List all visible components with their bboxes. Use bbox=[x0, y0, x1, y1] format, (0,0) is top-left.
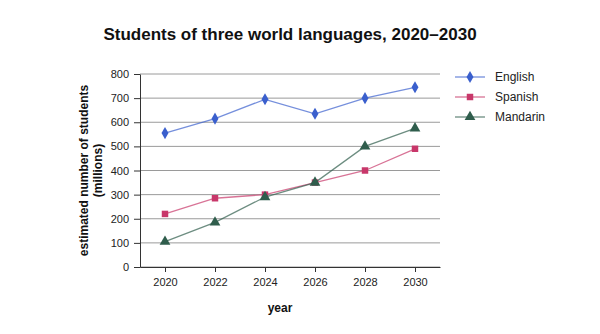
x-tick: 2030 bbox=[403, 267, 427, 288]
data-point bbox=[212, 195, 218, 201]
y-tick: 700 bbox=[111, 92, 140, 104]
x-tick-label: 2022 bbox=[203, 276, 227, 288]
y-tick-mark bbox=[134, 267, 140, 268]
y-tick-label: 600 bbox=[111, 116, 129, 128]
x-tick-label: 2024 bbox=[253, 276, 277, 288]
data-point bbox=[312, 108, 319, 120]
y-tick: 500 bbox=[111, 140, 140, 152]
data-point bbox=[210, 216, 221, 225]
legend-label: Spanish bbox=[495, 90, 538, 104]
x-tick-mark bbox=[265, 267, 266, 272]
data-point bbox=[160, 235, 171, 244]
y-tick-label: 400 bbox=[111, 165, 129, 177]
y-tick-label: 300 bbox=[111, 189, 129, 201]
y-tick: 600 bbox=[111, 116, 140, 128]
x-tick-label: 2028 bbox=[353, 276, 377, 288]
y-axis-title: estimated number of students(millions) bbox=[77, 84, 105, 256]
y-tick-label: 0 bbox=[123, 261, 129, 273]
grid bbox=[140, 74, 440, 267]
grid-line bbox=[140, 194, 440, 195]
y-tick-mark bbox=[134, 98, 140, 99]
y-tick: 800 bbox=[111, 68, 140, 80]
series-line bbox=[165, 149, 415, 214]
y-tick-label: 800 bbox=[111, 68, 129, 80]
y-tick-mark bbox=[134, 219, 140, 220]
x-tick: 2024 bbox=[253, 267, 277, 288]
y-tick-mark bbox=[134, 122, 140, 123]
chart-title: Students of three world languages, 2020–… bbox=[103, 25, 476, 44]
grid-line bbox=[140, 170, 440, 171]
x-axis: 2020 2022 2024 2026 2028 2030 bbox=[141, 267, 441, 288]
data-point bbox=[410, 122, 421, 131]
y-tick-mark bbox=[134, 74, 140, 75]
series-line bbox=[165, 87, 415, 133]
x-tick: 2026 bbox=[303, 267, 327, 288]
legend-item: Spanish bbox=[455, 90, 538, 104]
data-point bbox=[162, 127, 169, 139]
grid-line bbox=[140, 74, 440, 75]
y-tick: 200 bbox=[111, 213, 140, 225]
x-tick: 2022 bbox=[203, 267, 227, 288]
y-tick-label: 200 bbox=[111, 213, 129, 225]
legend-marker bbox=[467, 71, 474, 83]
grid-line bbox=[140, 122, 440, 123]
x-axis-line bbox=[141, 267, 441, 268]
data-point bbox=[362, 92, 369, 104]
x-tick-mark bbox=[165, 267, 166, 272]
grid-line bbox=[140, 218, 440, 219]
grid-line bbox=[140, 98, 440, 99]
plot-area: 2020 2022 2024 2026 2028 2030 0 100 200 300 400 500… bbox=[111, 68, 441, 288]
data-point bbox=[412, 146, 418, 152]
y-tick-label: 700 bbox=[111, 92, 129, 104]
y-tick-mark bbox=[134, 243, 140, 244]
data-point bbox=[412, 81, 419, 93]
x-tick-mark bbox=[315, 267, 316, 272]
x-tick-mark bbox=[365, 267, 366, 272]
x-tick-label: 2020 bbox=[153, 276, 177, 288]
grid-line bbox=[140, 242, 440, 243]
y-axis: 0 100 200 300 400 500 600 700 800 bbox=[111, 68, 141, 273]
chart: 2020 2022 2024 2026 2028 2030 0 100 200 300 400 500… bbox=[0, 0, 600, 334]
x-axis-title: year bbox=[268, 301, 293, 315]
data-point bbox=[212, 113, 219, 125]
data-layer bbox=[160, 81, 421, 245]
x-tick: 2028 bbox=[353, 267, 377, 288]
x-tick-mark bbox=[415, 267, 416, 272]
legend-label: Mandarin bbox=[495, 110, 545, 124]
x-tick-mark bbox=[215, 267, 216, 272]
grid-line bbox=[140, 146, 440, 147]
data-point bbox=[162, 211, 168, 217]
y-tick: 400 bbox=[111, 165, 140, 177]
data-point bbox=[362, 167, 368, 173]
y-tick: 0 bbox=[123, 261, 140, 273]
grid-line bbox=[140, 267, 440, 268]
y-axis-line bbox=[140, 75, 141, 268]
data-point bbox=[260, 191, 271, 200]
data-point bbox=[360, 140, 371, 149]
legend-item: Mandarin bbox=[455, 110, 545, 124]
y-tick-mark bbox=[134, 171, 140, 172]
y-tick: 300 bbox=[111, 189, 140, 201]
series-line bbox=[165, 128, 415, 241]
data-point bbox=[262, 93, 269, 105]
legend-label: English bbox=[495, 70, 534, 84]
legend-marker bbox=[465, 111, 476, 120]
y-tick-label: 500 bbox=[111, 140, 129, 152]
legend-item: English bbox=[455, 70, 534, 84]
x-tick-label: 2030 bbox=[403, 276, 427, 288]
y-tick-label: 100 bbox=[111, 237, 129, 249]
y-tick-mark bbox=[134, 146, 140, 147]
x-tick-label: 2026 bbox=[303, 276, 327, 288]
legend: English Spanish Mandarin bbox=[455, 70, 545, 124]
data-point bbox=[310, 176, 321, 185]
x-tick: 2020 bbox=[153, 267, 177, 288]
legend-marker bbox=[467, 94, 473, 100]
y-tick-mark bbox=[134, 195, 140, 196]
y-tick: 100 bbox=[111, 237, 140, 249]
